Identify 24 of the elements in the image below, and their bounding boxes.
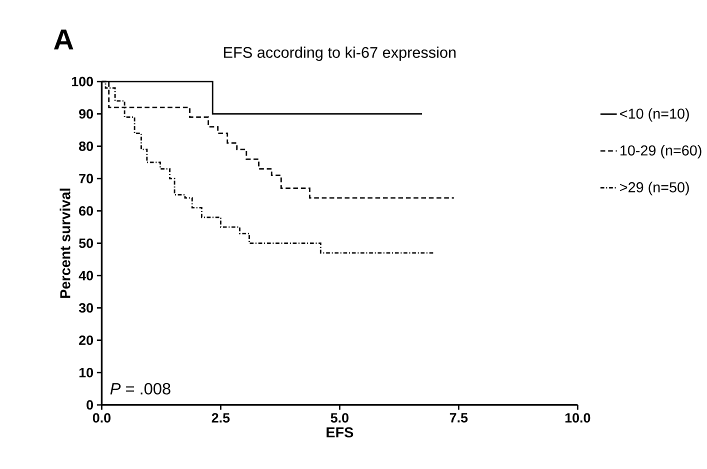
y-tick-label: 20 bbox=[79, 335, 93, 345]
y-axis-title: Percent survival bbox=[60, 188, 70, 298]
y-tick-label: 100 bbox=[72, 76, 93, 86]
y-tick-label: 10 bbox=[79, 368, 93, 378]
x-tick-label: 7.5 bbox=[450, 413, 468, 422]
x-tick-label: 0.0 bbox=[92, 412, 111, 423]
x-tick-label: 2.5 bbox=[212, 412, 230, 423]
x-tick-label: 5.0 bbox=[330, 412, 348, 423]
y-tick-label: 0 bbox=[86, 400, 93, 410]
x-axis-title: EFS bbox=[326, 427, 354, 438]
y-tick-label: 50 bbox=[79, 238, 93, 248]
y-tick-label: 40 bbox=[78, 270, 93, 280]
chart-title: EFS according to ki-67 expression bbox=[224, 46, 456, 61]
y-tick-label: 60 bbox=[79, 206, 93, 216]
y-tick-label: 70 bbox=[79, 174, 93, 184]
y-tick-label: 30 bbox=[78, 303, 93, 313]
text: A bbox=[54, 30, 74, 50]
legend-label: <10 (n=10) bbox=[620, 108, 689, 122]
legend-label: >29 (n=50) bbox=[620, 182, 689, 196]
legend-label: 10-29 (n=60) bbox=[620, 144, 702, 158]
x-tick-label: 10.0 bbox=[565, 412, 590, 423]
y-tick-label: 90 bbox=[79, 109, 93, 119]
y-tick-label: 80 bbox=[79, 141, 93, 151]
annotation: P = .008 bbox=[110, 382, 170, 394]
